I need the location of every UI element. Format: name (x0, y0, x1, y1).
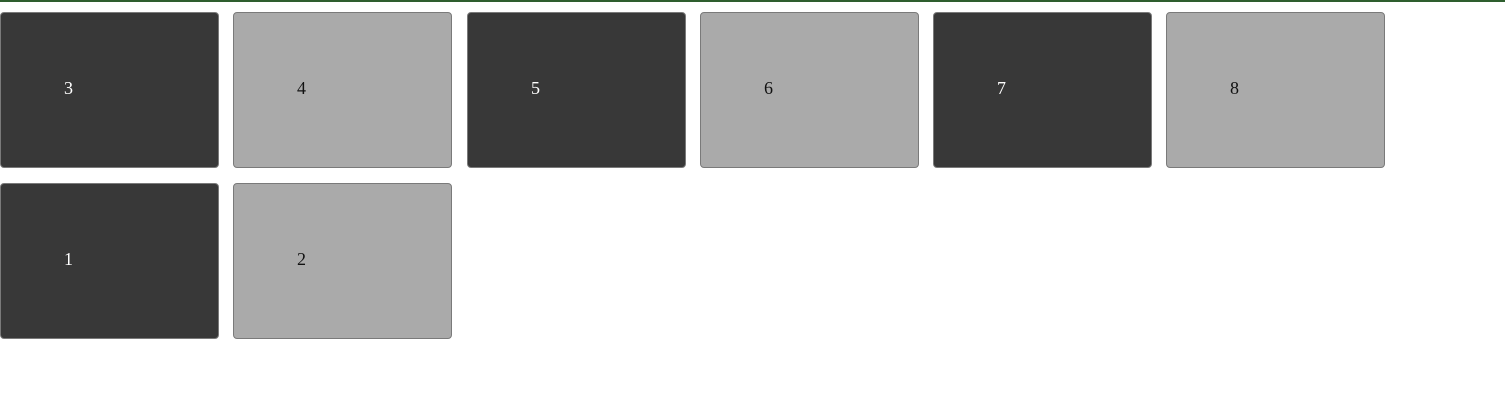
tile-1[interactable]: 1 (0, 183, 219, 339)
top-accent-bar (0, 0, 1505, 2)
tile-2[interactable]: 2 (233, 183, 452, 339)
tile-label: 3 (64, 78, 73, 98)
tile-6[interactable]: 6 (700, 12, 919, 168)
tile-7[interactable]: 7 (933, 12, 1152, 168)
tile-label: 1 (64, 249, 73, 269)
tile-5[interactable]: 5 (467, 12, 686, 168)
tile-label: 8 (1230, 78, 1239, 98)
tile-3[interactable]: 3 (0, 12, 219, 168)
tile-label: 5 (531, 78, 540, 98)
tile-label: 4 (297, 78, 306, 98)
tile-label: 6 (764, 78, 773, 98)
tile-label: 7 (997, 78, 1006, 98)
tile-4[interactable]: 4 (233, 12, 452, 168)
tile-label: 2 (297, 249, 306, 269)
tile-8[interactable]: 8 (1166, 12, 1385, 168)
